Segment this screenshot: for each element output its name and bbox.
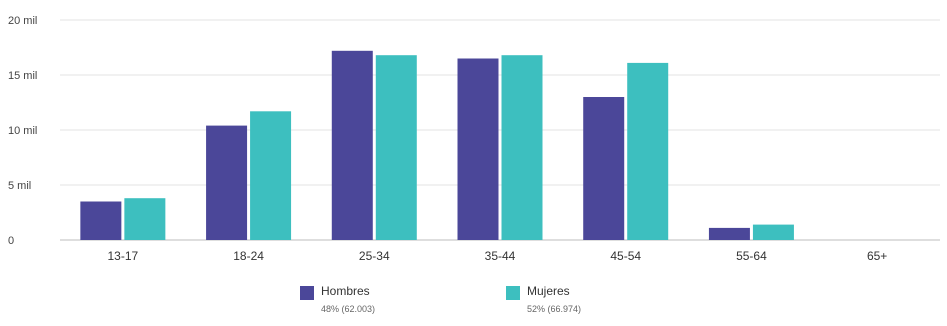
y-tick-label: 15 mil: [8, 70, 37, 82]
y-tick-label: 10 mil: [8, 125, 37, 137]
legend-label-mujeres: Mujeres: [527, 284, 570, 298]
legend-swatch-mujeres: [506, 286, 520, 300]
bar-chart-plot: 0 5 mil 10 mil 15 mil 20 mil 13-17 18-24 25-34…: [8, 15, 940, 263]
x-category-label: 55-64: [736, 249, 767, 263]
bar-mujeres-18-24[interactable]: [250, 111, 292, 240]
y-tick-label: 0: [8, 235, 14, 247]
bar-hombres-25-34[interactable]: [331, 50, 373, 240]
x-category-label: 35-44: [485, 249, 516, 263]
bar-hombres-18-24[interactable]: [206, 125, 248, 240]
bar-mujeres-25-34[interactable]: [375, 55, 417, 241]
grid-layer: [60, 19, 940, 241]
y-axis-tick-labels: 0 5 mil 10 mil 15 mil 20 mil: [8, 15, 37, 247]
bar-hombres-13-17[interactable]: [80, 201, 122, 241]
x-axis-category-labels: 13-17 18-24 25-34 35-44 45-54 55-64 65+: [108, 249, 888, 263]
bar-mujeres-35-44[interactable]: [501, 55, 543, 241]
legend-item-hombres[interactable]: Hombres 48% (62.003): [300, 282, 450, 322]
bar-hombres-35-44[interactable]: [457, 58, 499, 241]
legend: Hombres 48% (62.003) Mujeres 52% (66.974…: [300, 282, 640, 322]
bar-hombres-55-64[interactable]: [708, 227, 750, 240]
legend-detail-hombres: 48% (62.003): [321, 304, 376, 314]
legend-swatch-hombres: [300, 286, 314, 300]
legend-detail-mujeres: 52% (66.974): [527, 304, 582, 314]
bar-mujeres-45-54[interactable]: [627, 62, 669, 241]
x-category-label: 25-34: [359, 249, 390, 263]
legend-label-hombres: Hombres: [321, 284, 370, 298]
x-category-label: 45-54: [610, 249, 641, 263]
x-category-label: 13-17: [108, 249, 139, 263]
bar-hombres-45-54[interactable]: [583, 97, 625, 240]
bar-mujeres-55-64[interactable]: [752, 224, 794, 240]
bar-mujeres-13-17[interactable]: [124, 198, 166, 240]
legend-item-mujeres[interactable]: Mujeres 52% (66.974): [506, 282, 636, 322]
x-category-label: 65+: [867, 249, 887, 263]
x-category-label: 18-24: [233, 249, 264, 263]
y-tick-label: 20 mil: [8, 15, 37, 27]
bars-layer: [80, 50, 794, 241]
y-tick-label: 5 mil: [8, 180, 31, 192]
